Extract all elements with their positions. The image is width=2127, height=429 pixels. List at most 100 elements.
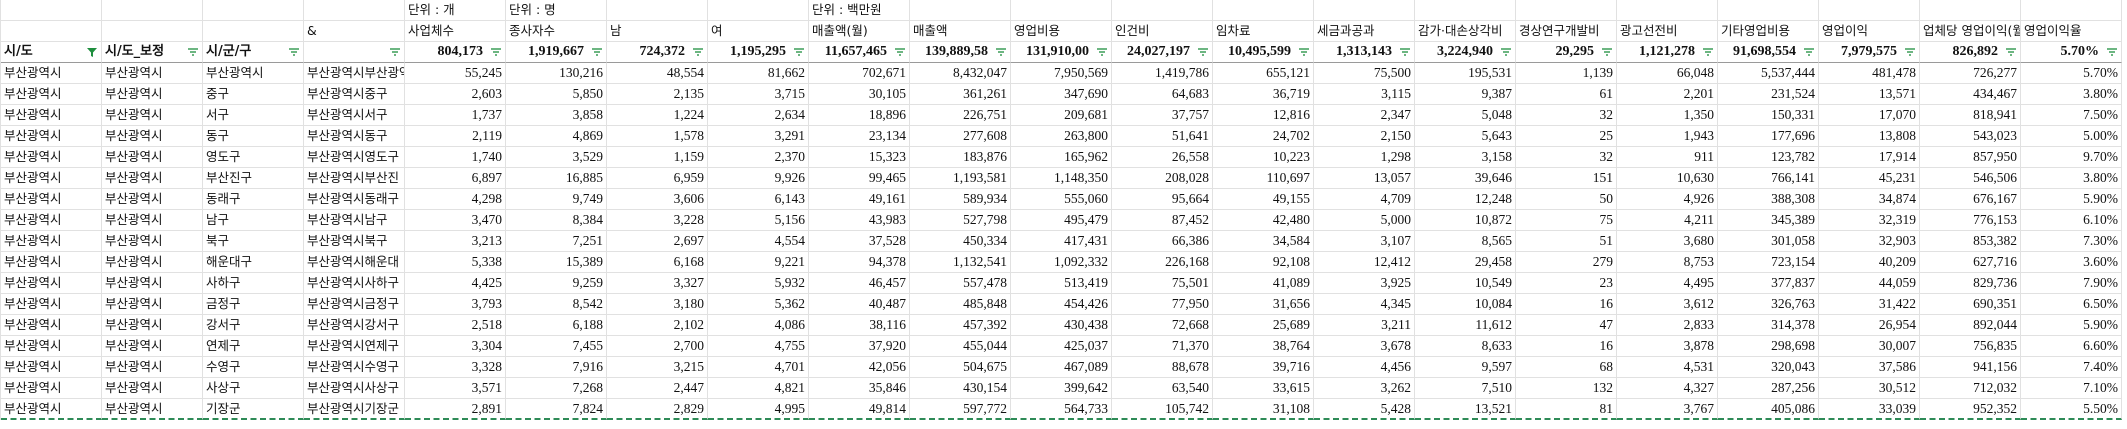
data-cell[interactable]: 766,141	[1718, 168, 1819, 189]
total-cell[interactable]: 24,027,197	[1112, 42, 1213, 63]
column-header[interactable]: 종사자수	[506, 21, 607, 42]
data-cell[interactable]: 723,154	[1718, 252, 1819, 273]
data-cell[interactable]: 7.50%	[2021, 105, 2122, 126]
data-cell[interactable]: 405,086	[1718, 399, 1819, 420]
data-cell[interactable]: 2,102	[607, 315, 708, 336]
data-cell[interactable]: 75,501	[1112, 273, 1213, 294]
data-cell[interactable]: 10,549	[1415, 273, 1516, 294]
data-cell[interactable]: 부산광역시	[1, 315, 102, 336]
data-cell[interactable]: 북구	[203, 231, 304, 252]
data-cell[interactable]: 8,432,047	[910, 63, 1011, 84]
total-cell[interactable]: 826,892	[1920, 42, 2021, 63]
data-cell[interactable]: 부산광역시	[1, 399, 102, 420]
filter-button[interactable]	[2106, 46, 2118, 58]
data-cell[interactable]: 남구	[203, 210, 304, 231]
column-header[interactable]: 여	[708, 21, 809, 42]
total-cell[interactable]: 1,919,667	[506, 42, 607, 63]
data-cell[interactable]: 3,678	[1314, 336, 1415, 357]
data-cell[interactable]: 110,697	[1213, 168, 1314, 189]
data-cell[interactable]: 209,681	[1011, 105, 1112, 126]
data-cell[interactable]: 123,782	[1718, 147, 1819, 168]
data-cell[interactable]: 부산광역시	[1, 210, 102, 231]
data-cell[interactable]: 279	[1516, 252, 1617, 273]
data-cell[interactable]: 13,521	[1415, 399, 1516, 420]
data-cell[interactable]: 425,037	[1011, 336, 1112, 357]
data-cell[interactable]: 10,084	[1415, 294, 1516, 315]
data-cell[interactable]: 277,608	[910, 126, 1011, 147]
data-cell[interactable]: 18,896	[809, 105, 910, 126]
data-cell[interactable]: 88,678	[1112, 357, 1213, 378]
data-cell[interactable]: 39,716	[1213, 357, 1314, 378]
data-cell[interactable]: 부산광역시사하구	[304, 273, 405, 294]
data-cell[interactable]: 3,680	[1617, 231, 1718, 252]
data-cell[interactable]: 4,755	[708, 336, 809, 357]
data-cell[interactable]: 5,850	[506, 84, 607, 105]
data-cell[interactable]: 4,869	[506, 126, 607, 147]
data-cell[interactable]: 사상구	[203, 378, 304, 399]
data-cell[interactable]: 10,630	[1617, 168, 1718, 189]
data-cell[interactable]: 941,156	[1920, 357, 2021, 378]
data-cell[interactable]: 기장군	[203, 399, 304, 420]
data-cell[interactable]: 부산광역시	[102, 63, 203, 84]
data-cell[interactable]: 326,763	[1718, 294, 1819, 315]
data-cell[interactable]: 금정구	[203, 294, 304, 315]
data-cell[interactable]: 1,132,541	[910, 252, 1011, 273]
data-cell[interactable]: 66,048	[1617, 63, 1718, 84]
data-cell[interactable]: 55,245	[405, 63, 506, 84]
data-cell[interactable]: 부산광역시	[102, 189, 203, 210]
data-cell[interactable]: 481,478	[1819, 63, 1920, 84]
data-cell[interactable]: 37,920	[809, 336, 910, 357]
data-cell[interactable]: 부산광역시	[1, 273, 102, 294]
unit-label[interactable]: 단위 : 백만원	[809, 0, 910, 21]
data-cell[interactable]: 455,044	[910, 336, 1011, 357]
data-cell[interactable]: 546,506	[1920, 168, 2021, 189]
data-cell[interactable]: 16	[1516, 294, 1617, 315]
data-cell[interactable]: 589,934	[910, 189, 1011, 210]
data-cell[interactable]: 165,962	[1011, 147, 1112, 168]
data-cell[interactable]: 4,211	[1617, 210, 1718, 231]
column-header[interactable]: 남	[607, 21, 708, 42]
filter-header[interactable]: 시/군/구	[203, 42, 304, 63]
data-cell[interactable]: 30,512	[1819, 378, 1920, 399]
column-header[interactable]: 감가·대손상각비	[1415, 21, 1516, 42]
data-cell[interactable]: 314,378	[1718, 315, 1819, 336]
data-cell[interactable]: 13,571	[1819, 84, 1920, 105]
data-cell[interactable]: 430,154	[910, 378, 1011, 399]
data-cell[interactable]: 430,438	[1011, 315, 1112, 336]
data-cell[interactable]: 34,584	[1213, 231, 1314, 252]
data-cell[interactable]: 3,767	[1617, 399, 1718, 420]
data-cell[interactable]: 9,749	[506, 189, 607, 210]
data-cell[interactable]: 555,060	[1011, 189, 1112, 210]
data-cell[interactable]: 16,885	[506, 168, 607, 189]
data-cell[interactable]: 3,213	[405, 231, 506, 252]
data-cell[interactable]: 6,897	[405, 168, 506, 189]
data-cell[interactable]: 6.50%	[2021, 294, 2122, 315]
filter-button[interactable]	[1500, 46, 1512, 58]
filter-button[interactable]	[1803, 46, 1815, 58]
data-cell[interactable]: 1,740	[405, 147, 506, 168]
data-cell[interactable]: 29,458	[1415, 252, 1516, 273]
data-cell[interactable]: 177,696	[1718, 126, 1819, 147]
data-cell[interactable]: 6.60%	[2021, 336, 2122, 357]
data-cell[interactable]: 2,603	[405, 84, 506, 105]
data-cell[interactable]: 부산광역시	[1, 378, 102, 399]
filter-button[interactable]	[692, 46, 704, 58]
data-cell[interactable]: 47	[1516, 315, 1617, 336]
data-cell[interactable]: 3,571	[405, 378, 506, 399]
data-cell[interactable]: 4,709	[1314, 189, 1415, 210]
data-cell[interactable]: 818,941	[1920, 105, 2021, 126]
data-cell[interactable]: 부산광역시	[1, 189, 102, 210]
data-cell[interactable]: 388,308	[1718, 189, 1819, 210]
unit-label[interactable]: 단위 : 개	[405, 0, 506, 21]
data-cell[interactable]: 2,829	[607, 399, 708, 420]
data-cell[interactable]: 75,500	[1314, 63, 1415, 84]
data-cell[interactable]: 40,209	[1819, 252, 1920, 273]
data-cell[interactable]: 동구	[203, 126, 304, 147]
data-cell[interactable]: 557,478	[910, 273, 1011, 294]
filter-button[interactable]	[1298, 46, 1310, 58]
data-cell[interactable]: 3.60%	[2021, 252, 2122, 273]
data-cell[interactable]: 3,858	[506, 105, 607, 126]
filter-button[interactable]	[995, 46, 1007, 58]
data-cell[interactable]: 32	[1516, 147, 1617, 168]
filter-button[interactable]	[86, 46, 98, 58]
